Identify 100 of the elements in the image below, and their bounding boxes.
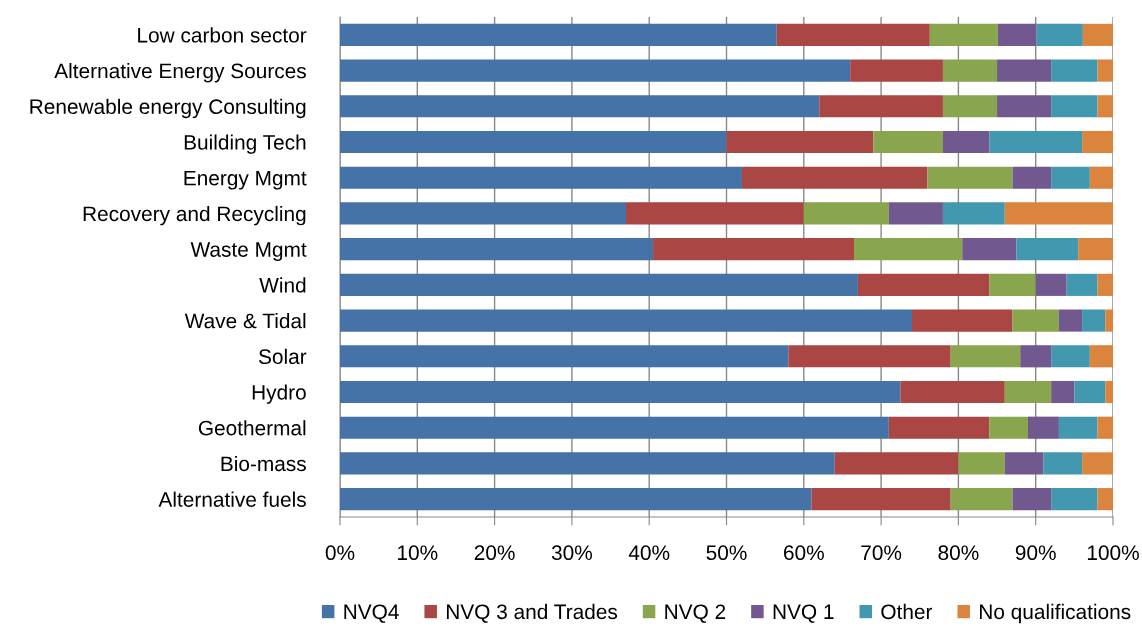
bar [942,130,990,154]
bar [741,166,928,189]
bar [997,59,1052,82]
bar [726,130,874,154]
bar [1051,95,1098,118]
bar [1097,416,1113,439]
bar [854,238,963,261]
bar [1082,309,1106,332]
y-tick-label: Building Tech [184,134,306,154]
bar [950,345,1021,368]
bar [989,273,1036,296]
bar [340,488,812,511]
y-tick-label: Alternative Energy Sources [54,63,306,83]
bar [1097,95,1113,118]
bar [942,202,1005,225]
bar [912,309,1013,332]
bar [929,23,998,46]
bar [340,23,777,46]
bar [340,309,913,332]
legend-label: No qualifications [979,603,1131,624]
bar [1051,345,1090,368]
bar [776,23,930,46]
bar [1051,488,1098,511]
bar [1082,23,1113,46]
bar [1089,345,1113,368]
x-tick-label: 90% [1015,545,1056,561]
bar [1097,59,1113,82]
x-tick-label: 60% [784,545,824,561]
y-tick-label: Low carbon sector [138,27,307,43]
bar [989,130,1083,154]
bar [888,202,943,225]
x-tick-label: 0% [325,545,355,561]
bar [340,345,789,368]
x-tick-label: 100% [1087,545,1139,561]
bar [900,380,1005,404]
bar [1051,380,1075,404]
y-tick-label: Wave & Tidal [184,313,306,329]
legend-label: NVQ 2 [665,604,726,623]
bar [1012,488,1052,511]
bar [819,95,943,118]
bar [788,345,951,368]
bar [1016,238,1079,261]
bar [888,416,990,439]
bar [340,416,889,439]
bar [340,130,727,154]
bar [1051,166,1090,189]
bar [340,452,835,475]
legend-label: NVQ4 [344,604,399,623]
y-tick-label: Hydro [252,384,306,404]
y-tick-label: Wind [259,277,306,293]
bar [1058,309,1083,332]
y-tick-label: Renewable energy Consulting [30,98,306,119]
bar [1004,452,1044,475]
bar [834,452,959,475]
bar [340,380,901,404]
bar [1097,488,1113,511]
bar [1020,345,1052,368]
bar [1089,166,1113,189]
bar [340,59,851,82]
bar [1082,130,1113,154]
x-tick-label: 50% [706,545,747,561]
bar [927,166,1013,189]
legend-label: NVQ 1 [773,604,834,623]
x-tick-label: 80% [938,545,979,561]
bar [653,238,855,261]
y-tick-label: Geothermal [198,420,306,436]
bar [962,238,1017,261]
bar [1066,273,1098,296]
x-tick-label: 10% [398,545,438,561]
bar [340,166,742,189]
bar [340,202,627,225]
bar [1043,452,1083,475]
legend-label: NVQ 3 and Trades [446,603,618,623]
bar [1082,452,1113,475]
bar [1105,309,1113,332]
bar [1078,238,1113,261]
x-tick-label: 20% [474,545,515,561]
bar [873,130,943,154]
bar [997,23,1037,46]
x-tick-label: 40% [628,545,670,561]
bar [950,488,1013,511]
y-tick-label: Solar [258,348,307,365]
bar [857,273,990,296]
bar [1036,23,1083,46]
bar [850,59,943,82]
bar [1105,380,1113,404]
bar [1012,309,1059,332]
y-tick-label: Recovery and Recycling [83,205,306,226]
bar [989,416,1028,439]
bar [1035,273,1067,296]
bar [340,238,654,261]
bar [958,452,1005,475]
y-tick-label: Energy Mgmt [184,170,307,190]
bar [1012,166,1052,189]
bar [997,95,1052,118]
y-tick-label: Alternative fuels [158,491,306,507]
bar [1004,380,1052,404]
y-tick-label: Waste Mgmt [190,242,307,262]
y-tick-label: Bio-mass [221,455,306,472]
bar [1058,416,1098,439]
